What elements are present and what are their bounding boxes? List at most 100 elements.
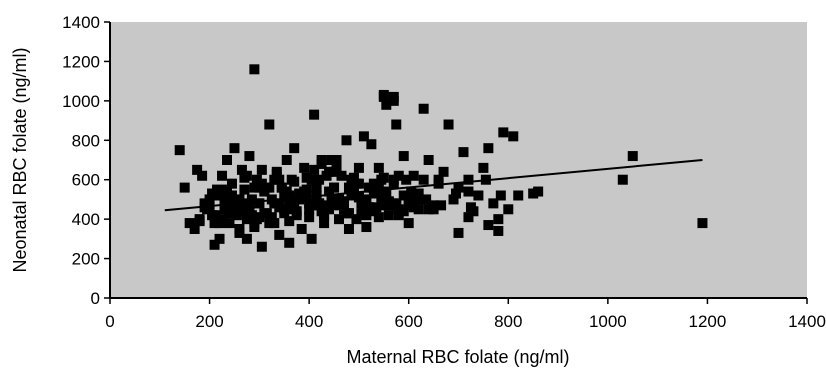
x-axis-title: Maternal RBC folate (ng/ml)	[346, 347, 569, 367]
data-point	[306, 233, 317, 244]
data-point	[371, 202, 382, 213]
x-tick-label-1: 200	[195, 312, 223, 331]
data-point	[239, 184, 250, 195]
data-point	[408, 170, 419, 181]
data-point	[343, 182, 354, 193]
data-point	[304, 212, 315, 223]
data-point	[381, 186, 392, 197]
data-point	[343, 224, 354, 234]
data-point	[289, 200, 300, 211]
data-point	[314, 174, 325, 185]
x-tick-label-3: 600	[395, 312, 423, 331]
x-tick-label-6: 1200	[689, 312, 727, 331]
data-point	[276, 182, 287, 193]
data-point	[378, 91, 389, 102]
data-point	[398, 190, 409, 201]
data-point	[319, 218, 330, 229]
data-point	[264, 218, 275, 229]
data-point	[353, 192, 364, 203]
y-axis-title: Neonatal RBC folate (ng/ml)	[10, 47, 30, 272]
data-point	[453, 182, 464, 193]
data-point	[483, 143, 494, 154]
data-point	[214, 233, 225, 244]
data-point	[401, 174, 412, 185]
data-point	[388, 178, 399, 189]
y-tick-label-2: 400	[72, 210, 100, 229]
data-point	[398, 206, 409, 217]
data-point	[221, 184, 232, 195]
data-point	[617, 174, 628, 185]
data-point	[256, 241, 267, 252]
data-point	[373, 162, 384, 173]
data-point	[306, 174, 317, 185]
data-point	[368, 188, 379, 199]
data-point	[423, 155, 434, 165]
trend-line	[164, 159, 703, 212]
data-point	[391, 119, 402, 130]
data-point	[236, 164, 247, 175]
data-point	[241, 214, 252, 225]
data-point	[473, 190, 484, 201]
data-point	[179, 182, 190, 193]
data-point	[174, 145, 185, 156]
data-point	[391, 200, 402, 211]
data-point	[284, 190, 295, 201]
data-point	[296, 224, 307, 234]
data-point	[309, 109, 320, 120]
data-point	[508, 131, 519, 142]
data-point	[353, 178, 364, 189]
data-point	[254, 198, 265, 209]
data-point	[488, 198, 499, 209]
data-point	[264, 119, 275, 130]
data-point	[358, 204, 369, 215]
data-point	[341, 135, 352, 146]
data-point	[428, 200, 439, 211]
data-point	[493, 225, 504, 236]
data-point	[436, 200, 447, 211]
data-point	[251, 214, 262, 225]
data-point	[224, 218, 235, 229]
data-point	[217, 214, 228, 225]
y-tick-label-0: 0	[91, 289, 100, 308]
data-point	[256, 178, 267, 189]
data-point	[209, 210, 220, 221]
data-point	[289, 176, 300, 187]
data-point	[358, 131, 369, 142]
data-point	[376, 192, 387, 203]
data-point	[443, 119, 454, 130]
data-point	[383, 210, 394, 221]
data-point	[236, 206, 247, 217]
data-point	[373, 212, 384, 223]
data-point	[697, 218, 708, 229]
y-axis-ticks: 0 200 400 600 800 1000 1200 1400	[62, 13, 110, 308]
data-point	[281, 155, 292, 165]
data-point	[406, 186, 417, 197]
data-point	[361, 210, 372, 221]
data-point	[376, 174, 387, 185]
data-point	[284, 237, 295, 248]
data-point	[463, 186, 474, 197]
data-point	[463, 212, 474, 223]
data-point	[241, 170, 252, 181]
data-point	[463, 174, 474, 185]
y-tick-label-3: 600	[72, 171, 100, 190]
data-point	[234, 227, 245, 238]
data-point	[259, 208, 270, 219]
data-point	[478, 162, 489, 173]
data-point	[498, 127, 509, 138]
data-point	[403, 196, 414, 207]
data-point	[212, 190, 223, 201]
data-point	[224, 208, 235, 219]
data-point	[361, 222, 372, 233]
data-point	[343, 208, 354, 219]
data-point	[309, 164, 320, 175]
data-point	[348, 172, 359, 183]
data-point	[284, 216, 295, 227]
data-point	[299, 186, 310, 197]
data-point	[194, 216, 205, 227]
data-point	[192, 164, 203, 175]
x-tick-label-2: 400	[295, 312, 323, 331]
data-point	[403, 218, 414, 229]
data-point	[274, 229, 285, 240]
